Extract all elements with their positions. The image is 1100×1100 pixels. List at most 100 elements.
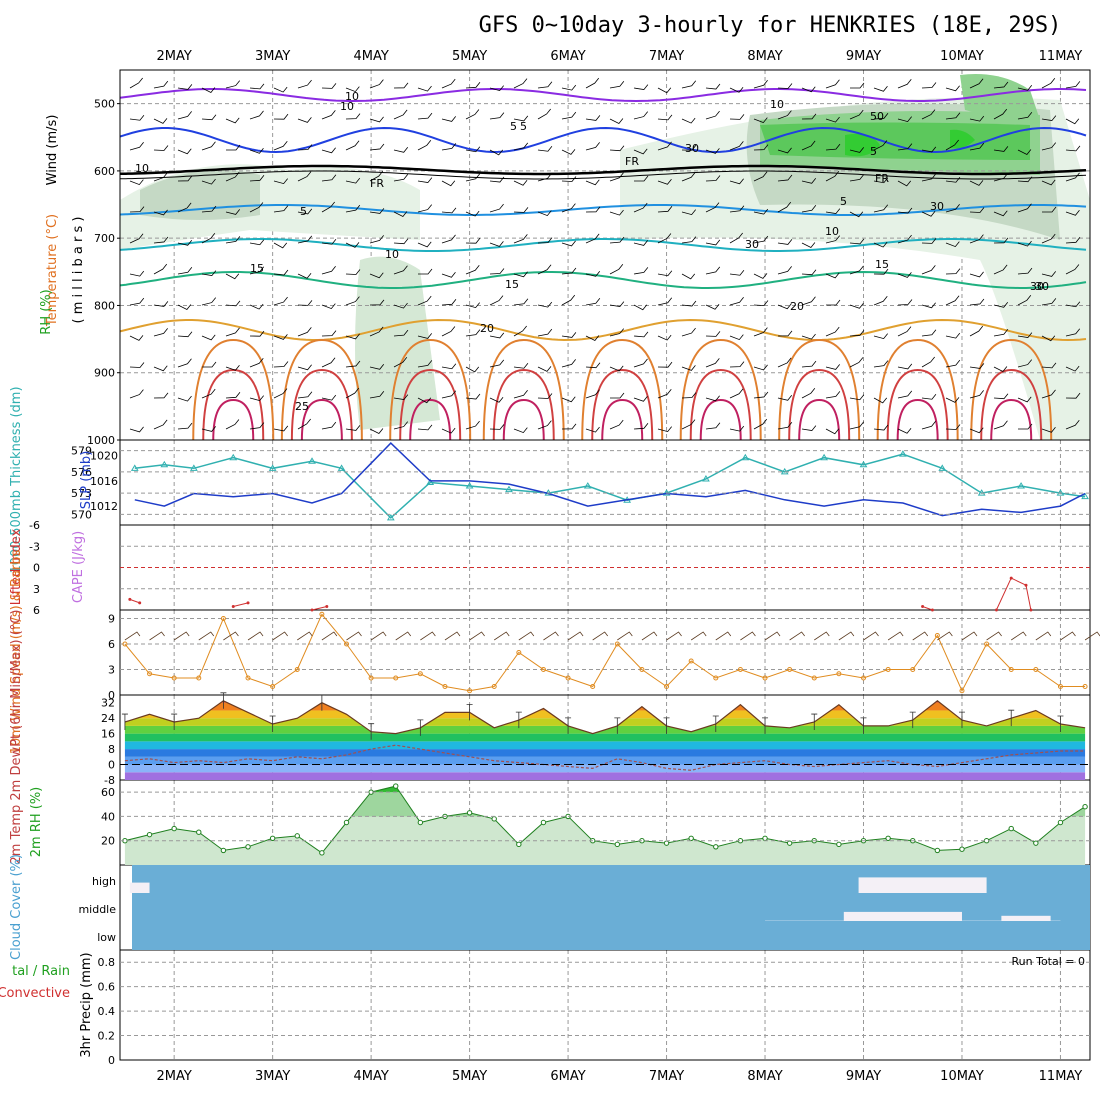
wind-barb (825, 116, 840, 123)
wind-barb (873, 360, 889, 368)
wind-barb (777, 83, 793, 89)
wind-barb (753, 391, 769, 399)
wind-barb-10m (617, 631, 633, 641)
wind-barb (633, 148, 648, 155)
wind-barb (441, 234, 456, 244)
wind-barb (465, 173, 481, 182)
wind-barb (417, 241, 432, 248)
wind-barb (729, 86, 744, 93)
wind-barb (345, 387, 360, 399)
wind-barb (753, 327, 768, 337)
wind-barb (226, 144, 241, 151)
temp-minmax-bar (614, 717, 621, 734)
wind-barb (393, 357, 408, 368)
boundary-layer-contour (212, 398, 255, 441)
wind-barb (1065, 264, 1080, 275)
wind-barb (1017, 267, 1033, 275)
contour-label: 15 (875, 258, 889, 271)
rh-shading (960, 74, 1040, 120)
wind-barb (945, 85, 960, 92)
wind-barb (537, 108, 551, 120)
boundary-layer-contour (980, 368, 1043, 441)
lifted-index-line (233, 602, 249, 607)
wind-barb (1065, 365, 1080, 372)
rh-shading (760, 122, 1030, 160)
wind-barb (417, 333, 433, 339)
wind-barb (225, 117, 240, 124)
wind-barb (681, 117, 696, 124)
wind-barb (609, 301, 625, 307)
wind-barb (849, 174, 865, 182)
wind-barb (249, 175, 265, 182)
wind-barb (393, 265, 408, 275)
wind-barb (945, 112, 961, 120)
wind-barb (681, 365, 696, 371)
contour-label: 10 (770, 98, 784, 111)
wind-barb (609, 209, 624, 216)
wind-barb (729, 334, 744, 341)
contour-label: 5 (300, 205, 307, 218)
wind-barb (201, 334, 216, 341)
wind-barb (801, 113, 817, 120)
wind-barb (777, 422, 793, 430)
chart-title: GFS 0~10day 3-hourly for HENKRIES (18E, … (479, 13, 1062, 38)
boundary-layer-contour (399, 368, 462, 441)
wind-barb (441, 326, 456, 337)
wind-speed-point (688, 658, 694, 664)
wind-speed-point (836, 671, 842, 677)
wind-barb (321, 238, 337, 245)
wind-barb (1065, 420, 1080, 430)
ytick-label: 16 (101, 728, 115, 741)
wind-barb (729, 269, 745, 276)
wind-barb (393, 421, 409, 430)
date-label-top: 7MAY (649, 49, 684, 64)
wind-barb (657, 361, 673, 368)
wind-barb (897, 116, 912, 123)
ytick-label: 6 (108, 638, 115, 651)
wind-barb (345, 113, 361, 120)
wind-barb (177, 84, 193, 90)
wind-barb (969, 363, 985, 369)
li-point (930, 608, 934, 612)
ytick-label: 32 (101, 697, 115, 710)
wind-barb (561, 176, 577, 182)
wind-barb (489, 332, 505, 339)
wind-barb (729, 388, 744, 399)
wind-barb (1065, 81, 1081, 89)
wind-speed-point (885, 667, 891, 672)
wind-barb (609, 419, 624, 430)
wind-barb (393, 302, 408, 309)
wind-barb (177, 304, 192, 311)
wind-barb (489, 176, 505, 183)
wind-barb (945, 241, 960, 248)
wind-barb (465, 109, 480, 120)
wind-barb (489, 268, 505, 275)
wind-barb (705, 395, 720, 402)
wind-barb (177, 422, 193, 430)
rh-point (713, 844, 719, 850)
wind-barb (201, 141, 216, 151)
ytick-label: 900 (94, 367, 115, 380)
wind-barb (345, 86, 360, 93)
wind-barb (369, 299, 385, 306)
wind-barb (657, 270, 673, 277)
rh-point (1057, 819, 1064, 826)
rh-point (614, 841, 621, 848)
boundary-layer-contour (300, 398, 343, 441)
wind-barb (441, 207, 457, 214)
wind-barb (489, 424, 505, 430)
wind-barb (753, 117, 768, 124)
wind-barb (561, 203, 576, 213)
wind-barb (537, 172, 552, 182)
contour-label: 20 (790, 300, 804, 313)
wind-barb (1065, 172, 1080, 182)
wind-barb (585, 206, 601, 213)
li-point (1029, 608, 1033, 612)
wind-speed-point (294, 667, 300, 672)
boundary-layer-contour (970, 338, 1053, 441)
wind-barb (297, 79, 312, 89)
ytick-label: -3 (29, 540, 40, 553)
boundary-layer-contour (798, 398, 841, 441)
wind-barb-10m (247, 631, 264, 641)
wind-barb-10m (469, 631, 485, 641)
